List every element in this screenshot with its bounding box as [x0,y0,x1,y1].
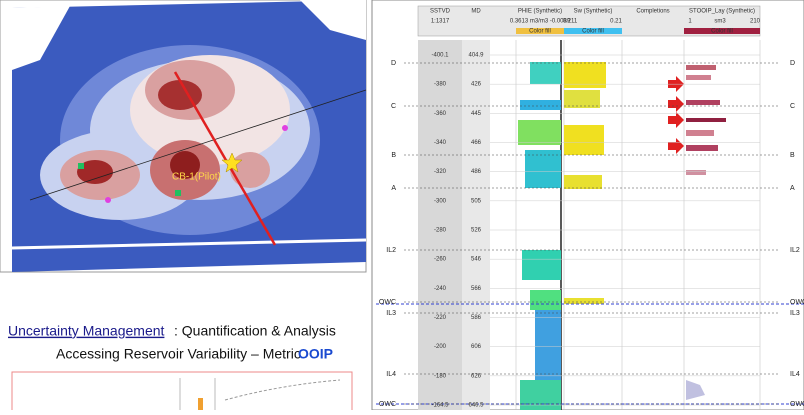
md-label: 466 [471,140,482,146]
rect-shape [525,150,561,188]
sstvd-label: -200 [434,344,447,350]
md-label: 566 [471,286,482,292]
zone-label-right: B [790,152,795,159]
sstvd-label: -260 [434,257,447,263]
md-label: 626 [471,373,482,379]
log-header: SSTVD [430,9,451,15]
heading-emph: OOIP [298,346,333,362]
rect-shape [12,372,352,410]
md-label: 646.5 [468,403,484,409]
mini-chart [12,372,352,410]
log-header: STOOIP_Lay (Synthetic) [689,9,755,15]
fill-label: Color fill [711,29,733,35]
rect-shape [535,310,561,380]
log-header: PHIE (Synthetic) [518,9,562,15]
well-label: CB-1(Pilot) [172,172,221,183]
md-label: 486 [471,169,482,175]
rect-shape [564,175,602,189]
rect-shape [198,398,203,410]
zone-label-right: IL3 [790,310,800,317]
rect-shape [522,250,561,280]
md-label: 426 [471,82,482,88]
slide: CB-1(Pilot) Uncertainty Management : Qua… [0,0,804,410]
log-scale: 0.21 [610,19,622,25]
sstvd-label: -320 [434,169,447,175]
zone-label-right: A [790,185,795,192]
zone-label-right: OWC [790,299,804,306]
rect-shape [175,190,181,196]
rect-shape [686,65,716,70]
heading-subtitle: Accessing Reservoir Variability – Metric [56,346,301,362]
rect-shape [686,130,714,136]
heading-rest: : Quantification & Analysis [174,323,336,339]
zone-label-right: IL2 [790,247,800,254]
zone-label-left: OWC [379,299,396,306]
sstvd-label: -280 [434,228,447,234]
rect-shape [520,100,561,110]
zone-label-right: D [790,60,795,67]
sstvd-label: -164.5 [431,403,449,409]
sstvd-label: -340 [434,140,447,146]
rect-shape [518,120,561,145]
md-label: 586 [471,315,482,321]
heading-link[interactable]: Uncertainty Management [8,323,165,339]
zone-label-left: IL3 [386,310,396,317]
rect-shape [520,380,561,410]
log-header: MD [471,9,481,15]
md-label: 505 [471,198,482,204]
rect-shape [686,170,706,175]
md-label: 445 [471,111,482,117]
log-scale: 0.3613 m3/m3 -0.0089 [510,19,571,25]
rect-shape [686,100,720,105]
sstvd-label: -300 [434,198,447,204]
zone-label-right: IL4 [790,371,800,378]
rect-shape [78,163,84,169]
md-label: 606 [471,344,482,350]
rect-shape [686,145,718,151]
rect-shape [564,90,600,108]
rect-shape [564,125,604,155]
md-label: 546 [471,257,482,263]
rect-shape [564,298,604,304]
rect-shape [530,290,561,310]
zone-label-right: C [790,103,795,110]
log-scale: 210 [750,19,761,25]
map: CB-1(Pilot) [0,0,366,272]
log-scale: 0.211 [563,19,578,25]
sstvd-label: -240 [434,286,447,292]
log-scale: sm3 [714,19,726,25]
sstvd-label: -220 [434,315,447,321]
log-scale: 1:1317 [431,19,450,25]
rect-shape [686,118,726,122]
sstvd-label: -180 [434,373,447,379]
md-label: 526 [471,228,482,234]
rect-shape [418,40,462,410]
zone-label-left: OWC [379,401,396,408]
sstvd-label: -400.1 [431,53,449,59]
fill-label: Color fill [582,29,604,35]
rect-shape [686,75,711,80]
log-header: Sw (Synthetic) [574,9,613,15]
fill-label: Color fill [529,29,551,35]
zone-label-right: OWC [790,401,804,408]
zone-label-left: A [391,185,396,192]
zone-label-left: D [391,60,396,67]
circle-shape [105,197,111,203]
zone-label-left: C [391,103,396,110]
zone-label-left: IL2 [386,247,396,254]
md-label: 404.9 [468,53,484,59]
rect-shape [530,62,561,84]
zone-label-left: IL4 [386,371,396,378]
log-header: Completions [636,9,669,15]
zone-label-left: B [391,152,396,159]
sstvd-label: -380 [434,82,447,88]
rect-shape [462,40,490,410]
sstvd-label: -360 [434,111,447,117]
circle-shape [282,125,288,131]
